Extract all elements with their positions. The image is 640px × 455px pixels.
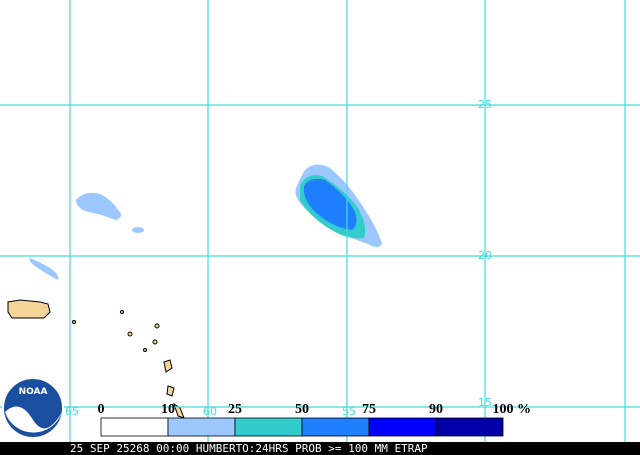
graticule bbox=[0, 0, 640, 442]
island bbox=[152, 339, 158, 345]
legend-swatch bbox=[167, 417, 236, 437]
area-low bbox=[76, 192, 122, 220]
island bbox=[120, 310, 124, 314]
legend-label: 25 bbox=[228, 402, 242, 417]
area-low bbox=[29, 258, 59, 280]
legend-label: 0 bbox=[98, 402, 105, 417]
island bbox=[127, 331, 133, 337]
island bbox=[163, 359, 173, 373]
footer-text: 25 SEP 25268 00:00 HUMBERTO:24HRS PROB >… bbox=[70, 442, 428, 455]
legend-swatch bbox=[100, 417, 169, 437]
lat-label: 15 bbox=[478, 396, 492, 409]
legend-label: 100 bbox=[493, 402, 514, 417]
legend-unit: % bbox=[517, 402, 531, 417]
lon-label: 65 bbox=[65, 405, 79, 418]
noaa-logo: NOAA bbox=[2, 377, 64, 439]
island bbox=[154, 323, 160, 329]
area-high bbox=[303, 178, 357, 230]
logo-text: NOAA bbox=[19, 387, 48, 397]
legend-label: 75 bbox=[362, 402, 376, 417]
lat-label: 25 bbox=[478, 98, 492, 111]
legend-swatch bbox=[435, 417, 504, 437]
island bbox=[166, 385, 175, 397]
island bbox=[72, 320, 76, 324]
legend: 0 10 25 50 75 90 100% bbox=[98, 402, 531, 437]
legend-label: 90 bbox=[429, 402, 443, 417]
legend-swatch bbox=[301, 417, 370, 437]
legend-label: 50 bbox=[295, 402, 309, 417]
lon-label: 55 bbox=[342, 405, 356, 418]
land bbox=[7, 299, 185, 419]
legend-label: 10 bbox=[161, 402, 175, 417]
island bbox=[7, 299, 51, 319]
lon-label: 60 bbox=[203, 405, 217, 418]
legend-swatch bbox=[368, 417, 437, 437]
probability-areas bbox=[29, 164, 382, 280]
area-low bbox=[132, 227, 144, 233]
legend-swatch bbox=[234, 417, 303, 437]
island bbox=[143, 348, 147, 352]
logo-wave bbox=[5, 406, 62, 433]
lat-label: 20 bbox=[478, 249, 492, 262]
footer-bar bbox=[0, 442, 640, 455]
